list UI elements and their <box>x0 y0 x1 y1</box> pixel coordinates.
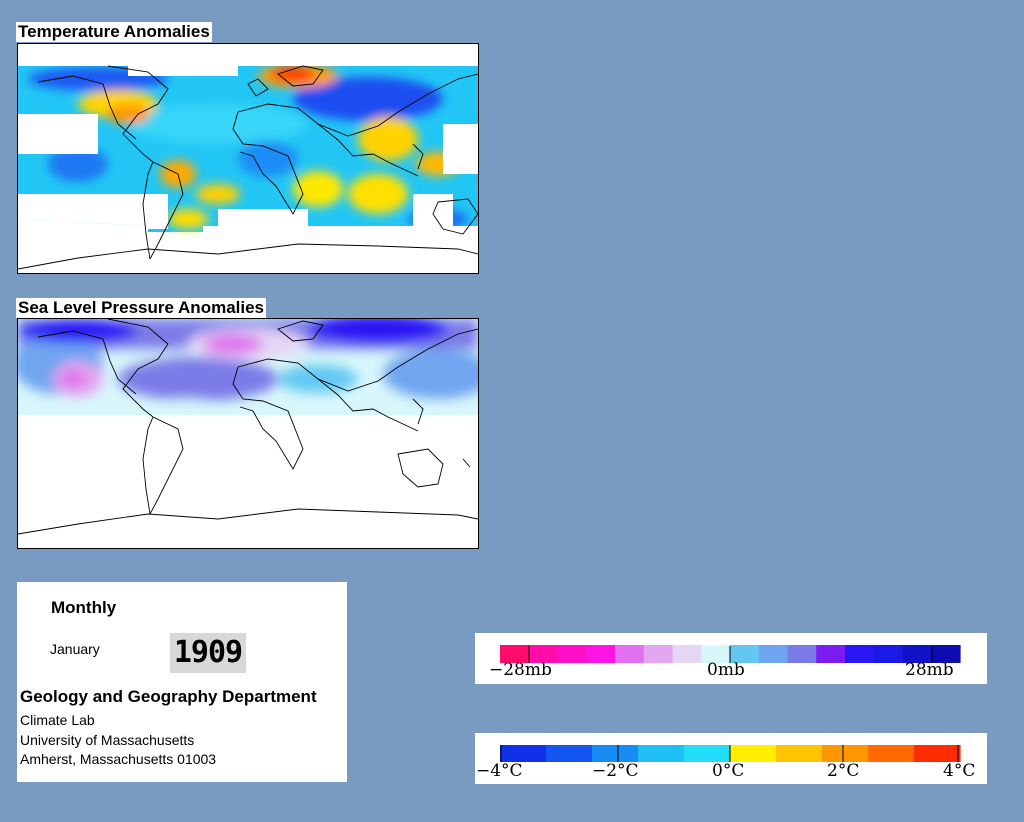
temperature-tick-label: −2°C <box>592 761 639 781</box>
temperature-legend: −4°C −2°C 0°C 2°C 4°C <box>475 733 987 784</box>
temperature-color-swatch <box>684 745 731 762</box>
temperature-color-swatch <box>914 745 961 762</box>
temperature-color-swatch <box>868 745 915 762</box>
pressure-map-title: Sea Level Pressure Anomalies <box>16 298 267 318</box>
period-label: Monthly <box>51 598 117 617</box>
pressure-color-swatch <box>557 645 587 663</box>
address-line: Amherst, Massachusetts 01003 <box>20 751 217 767</box>
pressure-color-swatch <box>672 645 702 663</box>
pressure-color-swatch <box>615 645 645 663</box>
pressure-color-swatch <box>730 645 760 663</box>
temperature-color-swatch <box>730 745 777 762</box>
pressure-legend: −28mb 0mb 28mb <box>475 633 987 684</box>
department-name: Geology and Geography Department <box>20 687 317 706</box>
info-panel: Monthly January 1909 Geology and Geograp… <box>17 582 347 782</box>
pressure-tick-label: −28mb <box>489 660 552 680</box>
temperature-map-title: Temperature Anomalies <box>16 22 212 42</box>
temperature-color-swatch <box>546 745 593 762</box>
temperature-anomaly-map <box>17 43 479 274</box>
university-name: University of Massachusetts <box>20 732 195 748</box>
temperature-color-swatch <box>776 745 823 762</box>
lab-name: Climate Lab <box>20 712 95 728</box>
temperature-color-swatch <box>822 745 869 762</box>
pressure-color-swatch <box>500 645 530 663</box>
pressure-tick-label: 0mb <box>707 660 745 680</box>
pressure-color-swatch <box>873 645 904 663</box>
temperature-color-swatch <box>500 745 547 762</box>
pressure-color-swatch <box>931 645 961 663</box>
pressure-color-swatch <box>701 645 731 663</box>
pressure-color-swatch <box>787 645 817 663</box>
pressure-color-swatch <box>643 645 674 663</box>
pressure-color-swatch <box>528 645 559 663</box>
pressure-color-swatch <box>758 645 789 663</box>
year-display: 1909 <box>170 633 246 673</box>
pressure-color-swatch <box>816 645 846 663</box>
temperature-tick-label: 0°C <box>712 761 745 781</box>
pressure-color-swatch <box>845 645 875 663</box>
month-label: January <box>50 641 100 657</box>
temperature-color-swatch <box>638 745 685 762</box>
pressure-color-swatch <box>902 645 932 663</box>
temperature-tick-label: −4°C <box>476 761 523 781</box>
temperature-color-swatch <box>592 745 639 762</box>
pressure-anomaly-map <box>17 318 479 549</box>
pressure-color-swatch <box>586 645 616 663</box>
pressure-tick-label: 28mb <box>905 660 954 680</box>
temperature-tick-label: 4°C <box>943 761 976 781</box>
temperature-tick-label: 2°C <box>827 761 860 781</box>
